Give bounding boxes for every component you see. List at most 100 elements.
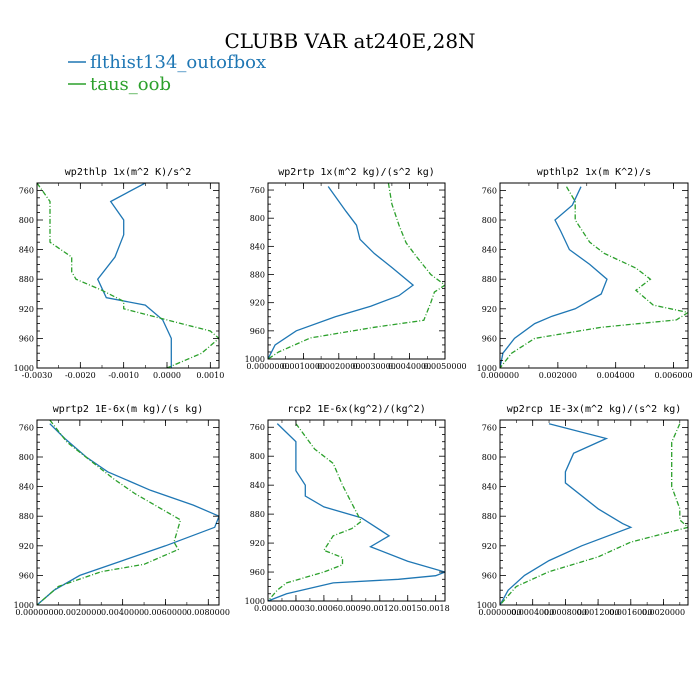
- x-tick-label: 0.004000: [597, 371, 635, 380]
- figure-title: CLUBB VAR at240E,28N: [224, 29, 475, 53]
- x-tick-label: 0.0020000: [642, 608, 685, 617]
- panels: wp2thlp 1x(m^2 K)/s^2 760 800 840 880 920 960 1…: [14, 167, 693, 617]
- y-tick-label: 760: [250, 423, 265, 432]
- panel-frame: [36, 182, 220, 369]
- x-tick-label: 0.0000000: [15, 608, 58, 617]
- y-tick-label: 1000: [245, 355, 265, 364]
- panel-6: wp2rcp 1E-3x(m^2 kg)/(s^2 kg) 760 800 840 88…: [477, 404, 689, 617]
- panel-5: rcp2 1E-6x(kg^2)/(kg^2) 760 800 840 880 920 96…: [245, 404, 450, 613]
- panel-title: wprtp2 1E-6x(m kg)/(s kg): [53, 404, 204, 415]
- panel-frame: [267, 419, 446, 602]
- panel-frame: [499, 419, 689, 606]
- x-tick-label: 0.0050000: [423, 362, 466, 371]
- y-tick-label: 760: [482, 423, 497, 432]
- y-tick-label: 880: [482, 275, 497, 284]
- y-tick-label: 800: [250, 452, 265, 461]
- x-tick-label: 0.0000: [254, 604, 282, 613]
- y-tick-label: 800: [19, 216, 34, 225]
- panel-title: wp2rcp 1E-3x(m^2 kg)/(s^2 kg): [507, 404, 682, 415]
- legend-label-taus-oob: taus_oob: [90, 74, 171, 95]
- x-tick-label: -0.0020: [65, 371, 96, 380]
- series-line-taus-oob: [37, 183, 219, 368]
- series-line-flthist134-outofbox: [268, 186, 415, 359]
- y-tick-label: 880: [482, 512, 497, 521]
- y-tick-label: 960: [482, 334, 497, 343]
- x-tick-label: 0.0060000: [144, 608, 187, 617]
- x-tick-label: 0.0010000: [282, 362, 325, 371]
- x-tick-label: 0.0040000: [101, 608, 144, 617]
- panel-frame: [36, 419, 220, 606]
- y-tick-label: 800: [482, 216, 497, 225]
- x-tick-label: 0.002000: [539, 371, 577, 380]
- series-line-taus-oob: [37, 420, 182, 605]
- x-tick-label: 0.0080000: [187, 608, 230, 617]
- panel-title: rcp2 1E-6x(kg^2)/(kg^2): [287, 404, 425, 415]
- y-tick-label: 840: [19, 246, 34, 255]
- y-tick-label: 960: [250, 327, 265, 336]
- y-tick-label: 1000: [477, 364, 497, 373]
- y-tick-label: 760: [482, 186, 497, 195]
- y-tick-label: 800: [250, 214, 265, 223]
- x-tick-label: 0.0012000: [576, 608, 619, 617]
- panel-title: wpthlp2 1x(m K^2)/s: [537, 167, 651, 178]
- y-tick-label: 760: [250, 186, 265, 195]
- panel-2: wp2rtp 1x(m^2 kg)/(s^2 kg) 760 800 840 880 92…: [245, 167, 467, 371]
- y-tick-label: 800: [482, 453, 497, 462]
- x-tick-label: 0.0000000: [246, 362, 289, 371]
- y-tick-label: 960: [250, 568, 265, 577]
- y-tick-label: 1000: [14, 601, 34, 610]
- panel-1: wp2thlp 1x(m^2 K)/s^2 760 800 840 880 920 960 1…: [14, 167, 225, 380]
- series-line-flthist134-outofbox: [268, 423, 445, 601]
- x-tick-label: 0.0006: [310, 604, 338, 613]
- panel-title: wp2rtp 1x(m^2 kg)/(s^2 kg): [278, 167, 435, 178]
- y-tick-label: 760: [19, 186, 34, 195]
- x-tick-label: 0.0008000: [544, 608, 587, 617]
- y-tick-label: 920: [250, 299, 265, 308]
- x-tick-label: 0.0016000: [609, 608, 652, 617]
- series-line-taus-oob: [500, 186, 688, 368]
- y-tick-label: 880: [250, 510, 265, 519]
- x-tick-label: 0.0030000: [353, 362, 396, 371]
- x-tick-label: 0.000000: [481, 371, 519, 380]
- x-tick-label: 0.006000: [654, 371, 692, 380]
- y-tick-label: 840: [482, 246, 497, 255]
- x-tick-label: 0.0010: [196, 371, 224, 380]
- y-tick-label: 840: [250, 481, 265, 490]
- y-tick-label: 920: [482, 305, 497, 314]
- panel-3: wpthlp2 1x(m K^2)/s 760 800 840 880 920 960 100…: [477, 167, 693, 380]
- x-tick-label: 0.0003: [282, 604, 310, 613]
- series-line-taus-oob: [268, 423, 363, 601]
- x-tick-label: -0.0010: [108, 371, 139, 380]
- x-tick-label: 0.0009: [338, 604, 366, 613]
- legend-label-flthist134: flthist134_outofbox: [90, 52, 266, 73]
- legend: flthist134_outofbox taus_oob: [68, 52, 266, 95]
- panel-frame: [499, 182, 689, 369]
- x-tick-label: 0.0018: [422, 604, 450, 613]
- x-tick-label: 0.0040000: [388, 362, 431, 371]
- x-tick-label: -0.0030: [22, 371, 53, 380]
- y-tick-label: 920: [19, 305, 34, 314]
- series-line-flthist134-outofbox: [500, 423, 633, 605]
- x-tick-label: 0.0004000: [511, 608, 554, 617]
- y-tick-label: 920: [482, 542, 497, 551]
- y-tick-label: 840: [482, 483, 497, 492]
- y-tick-label: 880: [250, 271, 265, 280]
- y-tick-label: 1000: [477, 601, 497, 610]
- y-tick-label: 960: [19, 571, 34, 580]
- x-tick-label: 0.0012: [366, 604, 394, 613]
- x-tick-label: 0.0000: [153, 371, 181, 380]
- y-tick-label: 920: [19, 542, 34, 551]
- y-tick-label: 840: [250, 242, 265, 251]
- y-tick-label: 920: [250, 539, 265, 548]
- y-tick-label: 960: [482, 571, 497, 580]
- y-tick-label: 840: [19, 483, 34, 492]
- panel-4: wprtp2 1E-6x(m kg)/(s kg) 760 800 840 880 920…: [14, 404, 230, 617]
- y-tick-label: 960: [19, 334, 34, 343]
- y-tick-label: 1000: [14, 364, 34, 373]
- series-line-flthist134-outofbox: [96, 183, 172, 368]
- y-tick-label: 880: [19, 275, 34, 284]
- y-tick-label: 760: [19, 423, 34, 432]
- y-tick-label: 1000: [245, 597, 265, 606]
- x-tick-label: 0.0020000: [58, 608, 101, 617]
